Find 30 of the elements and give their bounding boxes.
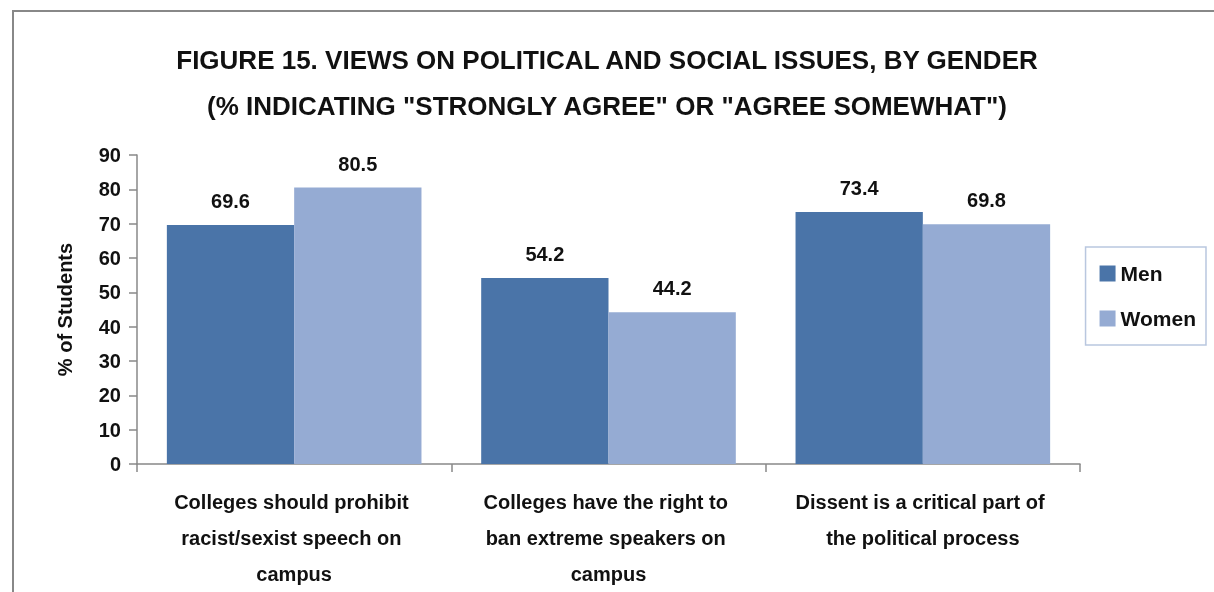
- data-label: 54.2: [525, 242, 565, 265]
- bar: [294, 187, 422, 464]
- legend-label: Women: [1120, 307, 1196, 330]
- y-tick-label: 50: [98, 281, 121, 304]
- y-tick-label: 70: [98, 212, 121, 235]
- y-tick-label: 90: [98, 144, 121, 166]
- data-label: 69.8: [967, 189, 1006, 212]
- y-tick-label: 40: [98, 315, 121, 338]
- data-label: 80.5: [338, 152, 378, 175]
- bar: [166, 225, 295, 464]
- y-tick-label: 80: [98, 178, 121, 201]
- y-tick-label: 60: [98, 247, 121, 269]
- y-tick-label: 30: [98, 350, 121, 372]
- legend-label: Men: [1120, 262, 1163, 285]
- x-tick-label: Colleges have the right to ban extreme speakers on campus: [483, 491, 734, 585]
- bar: [795, 211, 923, 464]
- chart-subtitle: (% INDICATING "STRONGLY AGREE" OR "AGREE SOMEWHAT"): [207, 91, 1007, 121]
- x-tick-label: Colleges should prohibit racist/sexist speech on campus: [174, 491, 415, 585]
- y-tick-label: 10: [98, 418, 121, 441]
- bar: [922, 224, 1051, 464]
- data-label: 69.6: [211, 190, 250, 213]
- data-label: 44.2: [652, 277, 692, 300]
- bar: [608, 312, 736, 464]
- y-tick-label: 20: [98, 384, 121, 407]
- y-axis-title: % of Students: [54, 242, 76, 377]
- chart-title: FIGURE 15. VIEWS ON POLITICAL AND SOCIAL ISSUES, BY GENDER: [176, 45, 1038, 75]
- x-tick-label: Dissent is a critical part of the political process: [795, 491, 1051, 549]
- data-label: 73.4: [839, 176, 880, 199]
- y-tick-label: 0: [109, 453, 121, 475]
- bar: [481, 277, 609, 464]
